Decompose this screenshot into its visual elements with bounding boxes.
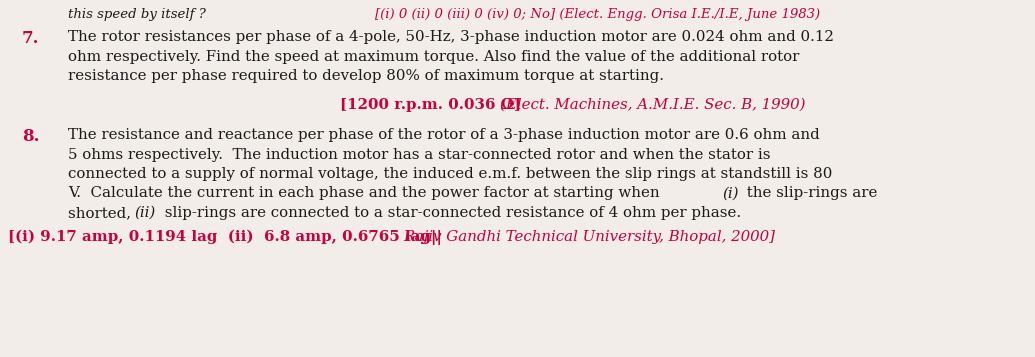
Text: connected to a supply of normal voltage, the induced e.m.f. between the slip rin: connected to a supply of normal voltage,… (68, 167, 832, 181)
Text: 7.: 7. (22, 30, 39, 47)
Text: (Elect. Machines, A.M.I.E. Sec. B, 1990): (Elect. Machines, A.M.I.E. Sec. B, 1990) (500, 98, 805, 112)
Text: 8.: 8. (22, 128, 39, 145)
Text: The rotor resistances per phase of a 4-pole, 50-Hz, 3-phase induction motor are : The rotor resistances per phase of a 4-p… (68, 30, 834, 44)
Text: the slip-rings are: the slip-rings are (742, 186, 878, 201)
Text: (i): (i) (722, 186, 739, 201)
Text: (ii): (ii) (134, 206, 155, 220)
Text: this speed by itself ?: this speed by itself ? (68, 8, 206, 21)
Text: V.  Calculate the current in each phase and the power factor at starting when: V. Calculate the current in each phase a… (68, 186, 664, 201)
Text: Rajiv Gandhi Technical University, Bhopal, 2000]: Rajiv Gandhi Technical University, Bhopa… (403, 230, 775, 244)
Text: resistance per phase required to develop 80% of maximum torque at starting.: resistance per phase required to develop… (68, 69, 664, 83)
Text: [(i) 0 (ii) 0 (iii) 0 (iv) 0; No] (Elect. Engg. Orisa I.E./I.E, June 1983): [(i) 0 (ii) 0 (iii) 0 (iv) 0; No] (Elect… (375, 8, 820, 21)
Text: 5 ohms respectively.  The induction motor has a star-connected rotor and when th: 5 ohms respectively. The induction motor… (68, 147, 770, 161)
Text: ohm respectively. Find the speed at maximum torque. Also find the value of the a: ohm respectively. Find the speed at maxi… (68, 50, 799, 64)
Text: slip-rings are connected to a star-connected resistance of 4 ohm per phase.: slip-rings are connected to a star-conne… (160, 206, 741, 220)
Text: The resistance and reactance per phase of the rotor of a 3-phase induction motor: The resistance and reactance per phase o… (68, 128, 820, 142)
Text: shorted,: shorted, (68, 206, 136, 220)
Text: [(i) 9.17 amp, 0.1194 lag  (ii)  6.8 amp, 0.6765 lag||: [(i) 9.17 amp, 0.1194 lag (ii) 6.8 amp, … (8, 230, 442, 245)
Text: [1200 r.p.m. 0.036 Ω]: [1200 r.p.m. 0.036 Ω] (341, 98, 527, 112)
